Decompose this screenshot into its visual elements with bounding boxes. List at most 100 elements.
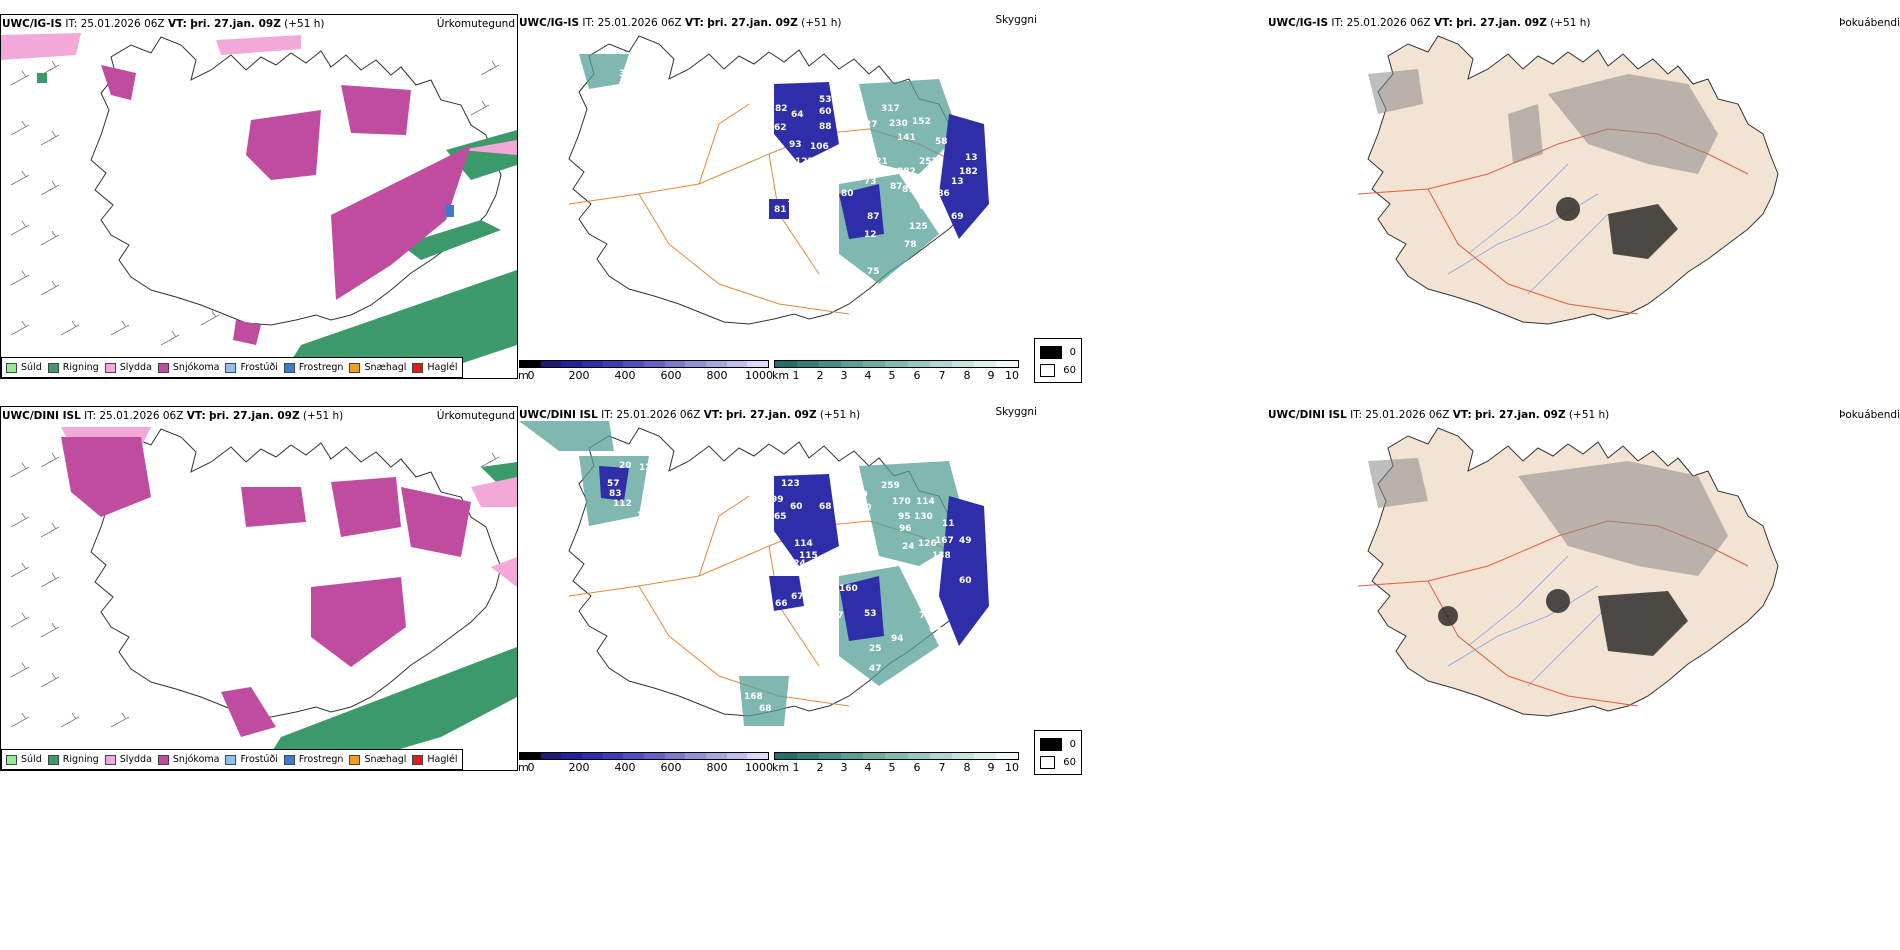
cloud-gray-areas — [1368, 69, 1718, 174]
svg-text:186: 186 — [931, 189, 950, 199]
svg-text:125: 125 — [909, 222, 928, 232]
svg-text:12: 12 — [864, 230, 877, 240]
svg-text:124: 124 — [787, 559, 806, 569]
svg-text:99: 99 — [771, 495, 784, 505]
vis-tick: 10 — [1005, 369, 1019, 382]
precip-type-map-2 — [10, 427, 517, 769]
row2-panel2-title: UWC/DINI ISL IT: 25.01.2026 06Z VT: þri.… — [519, 409, 861, 421]
svg-text:61: 61 — [659, 559, 672, 569]
precip-sleet-areas — [1, 33, 517, 155]
snow-depth-unit: m — [518, 761, 529, 774]
vis-tick: 4 — [864, 369, 872, 382]
vis-tick: 5 — [888, 761, 896, 774]
legend-item-snow-pellets: Snæhagl — [349, 362, 406, 373]
row1-visibility-panel: UWC/IG-IS IT: 25.01.2026 06Z VT: þri. 27… — [518, 14, 1082, 383]
svg-text:82: 82 — [775, 104, 788, 114]
svg-text:80: 80 — [841, 189, 854, 199]
svg-text:53: 53 — [864, 609, 877, 619]
cloud-legend-2: 0 60 — [1034, 730, 1082, 775]
svg-text:95: 95 — [898, 512, 911, 522]
svg-text:78: 78 — [904, 240, 917, 250]
legend-item-freezing-rain: Frostregn — [283, 754, 343, 765]
svg-text:75: 75 — [919, 611, 932, 621]
svg-text:24: 24 — [902, 542, 915, 552]
svg-text:47: 47 — [869, 664, 882, 674]
svg-text:114: 114 — [794, 539, 813, 549]
svg-text:61: 61 — [919, 202, 932, 212]
svg-text:59: 59 — [934, 219, 947, 229]
svg-text:11: 11 — [942, 519, 955, 529]
snow-tick: 400 — [614, 761, 636, 774]
svg-text:16: 16 — [641, 69, 654, 79]
svg-text:20: 20 — [919, 572, 932, 582]
svg-text:53: 53 — [819, 95, 832, 105]
svg-text:13: 13 — [951, 177, 964, 187]
visibility-title-2: Skyggni — [995, 406, 1038, 418]
row2-panel1-title: UWC/DINI ISL IT: 25.01.2026 06Z VT: þri.… — [2, 410, 344, 422]
row2-precip-type-panel: UWC/DINI ISL IT: 25.01.2026 06Z VT: þri.… — [0, 406, 518, 771]
svg-text:69: 69 — [951, 212, 964, 222]
svg-text:96: 96 — [899, 524, 912, 534]
visibility-map: 34 16 11 82 64 62 93 125 106 53 60 88 10… — [568, 35, 989, 325]
svg-text:106: 106 — [811, 157, 830, 167]
legend-item-freezing-drizzle: Frostúði — [225, 362, 278, 373]
snow-depth-areas — [769, 82, 989, 239]
legend-item-snow: Snjókoma — [157, 754, 219, 765]
vis-tick: 2 — [816, 369, 824, 382]
legend-item-drizzle: Súld — [6, 754, 42, 765]
visibility-map-2: 20 12 57 83 112 27 31 94 99 65 60 123 11… — [519, 421, 989, 726]
vis-tick: 9 — [987, 761, 995, 774]
precip-type-map — [1, 33, 517, 377]
visibility-unit: km — [772, 369, 790, 382]
visibility-colorbar: km 1 2 3 4 5 6 7 8 9 10 — [772, 360, 1019, 382]
svg-text:27: 27 — [865, 120, 878, 130]
svg-text:83: 83 — [609, 489, 622, 499]
vis-tick: 2 — [816, 761, 824, 774]
vis-tick: 5 — [888, 369, 896, 382]
snow-depth-colorbar-bar — [519, 360, 769, 368]
svg-text:87: 87 — [867, 212, 880, 222]
row1-panel1-title: UWC/IG-IS IT: 25.01.2026 06Z VT: þri. 27… — [2, 18, 325, 30]
legend-item-rain: Rigning — [47, 754, 99, 765]
legend-item-snow: Snjókoma — [157, 362, 219, 373]
svg-text:168: 168 — [744, 692, 763, 702]
vis-tick: 3 — [840, 761, 848, 774]
svg-text:106: 106 — [810, 142, 829, 152]
snow-depth-colorbar: m 0 200 400 600 800 1000 — [518, 360, 773, 382]
row1-panel2-title: UWC/IG-IS IT: 25.01.2026 06Z VT: þri. 27… — [519, 17, 842, 29]
svg-text:179: 179 — [849, 490, 868, 500]
vis-tick: 9 — [987, 369, 995, 382]
row2-cloud-panel: UWC/DINI ISL IT: 25.01.2026 06Z VT: þri.… — [1268, 406, 1900, 771]
svg-text:882: 882 — [897, 167, 916, 177]
svg-text:66: 66 — [775, 599, 788, 609]
legend-item-sleet: Slydda — [104, 754, 152, 765]
svg-text:10: 10 — [787, 195, 800, 205]
snow-depth-unit: m — [518, 369, 529, 382]
svg-text:67: 67 — [791, 592, 804, 602]
snow-tick: 800 — [706, 369, 728, 382]
svg-text:13: 13 — [765, 310, 778, 320]
svg-text:60: 60 — [959, 576, 972, 586]
svg-text:5: 5 — [959, 245, 965, 255]
visibility-title: Skyggni — [995, 14, 1038, 26]
vis-tick: 6 — [913, 369, 921, 382]
cloud-map-2 — [1357, 427, 1779, 717]
svg-text:88: 88 — [819, 122, 832, 132]
precip-type-title: Úrkomutegund — [436, 18, 515, 30]
vis-tick: 8 — [963, 369, 971, 382]
snow-tick: 800 — [706, 761, 728, 774]
legend-item-freezing-drizzle: Frostúði — [225, 754, 278, 765]
svg-text:94: 94 — [759, 479, 772, 489]
snow-depth-colorbar-2: m 0 200 400 600 800 1000 — [518, 752, 773, 774]
svg-text:114: 114 — [916, 497, 935, 507]
row1-precip-type-panel: UWC/IG-IS IT: 25.01.2026 06Z VT: þri. 27… — [0, 14, 518, 379]
vis-tick: 8 — [963, 761, 971, 774]
svg-text:2: 2 — [947, 257, 953, 267]
snow-tick: 600 — [660, 369, 682, 382]
svg-text:34: 34 — [619, 69, 632, 79]
svg-text:123: 123 — [781, 479, 800, 489]
svg-text:259: 259 — [881, 481, 900, 491]
cloud-legend: 0 60 — [1034, 338, 1082, 383]
precip-type-legend-2: Súld Rigning Slydda Snjókoma Frostúði Fr… — [1, 749, 463, 770]
legend-item-sleet: Slydda — [104, 362, 152, 373]
